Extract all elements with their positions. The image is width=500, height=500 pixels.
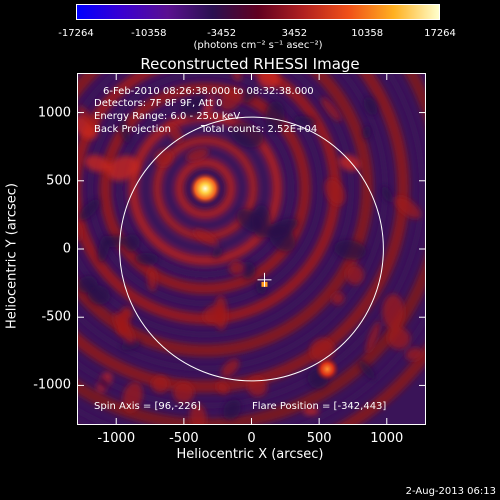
speckle (362, 125, 372, 140)
speckle (228, 260, 244, 276)
speckle (135, 252, 159, 266)
speckle (382, 294, 405, 330)
ring (128, 111, 283, 266)
ring-gap (142, 125, 269, 252)
speckle (211, 246, 223, 259)
speckle (216, 381, 229, 394)
speckle (222, 399, 242, 420)
speckle (167, 122, 183, 144)
speckle (394, 196, 421, 219)
speckle (333, 239, 367, 260)
time-range-label: 6-Feb-2010 08:26:38.000 to 08:32:38.000 (103, 86, 314, 97)
x-tick-label: -1000 (97, 431, 136, 446)
speckle (345, 264, 364, 285)
ring (99, 83, 311, 295)
speckle (230, 122, 264, 148)
colorbar-tick-label: -17264 (58, 28, 94, 39)
y-tick-label: -500 (41, 309, 71, 325)
ring (77, 73, 374, 357)
colorbar-tick-label: 3452 (281, 28, 308, 39)
y-tick-label: 1000 (37, 105, 71, 121)
y-tick-label: 500 (46, 173, 71, 189)
speckle (122, 381, 143, 413)
speckle (193, 229, 219, 246)
speckle (293, 115, 317, 126)
ring (77, 73, 410, 393)
speckle (221, 358, 240, 378)
spin-axis-label: Spin Axis = [96,-226] (94, 401, 201, 412)
speckle (358, 360, 376, 380)
speckle (405, 347, 423, 361)
ring (174, 158, 236, 220)
y-tick-label: -1000 (33, 377, 71, 393)
speckle (204, 96, 215, 114)
speckle (107, 155, 139, 181)
speckle (331, 291, 345, 305)
flare-position-label: Flare Position = [-342,443] (252, 401, 387, 412)
speckle (153, 148, 174, 167)
rhessi-image-plot (77, 73, 426, 425)
speckle (151, 375, 170, 394)
colorbar-tick-label: -10358 (131, 28, 167, 39)
speckle (189, 403, 207, 425)
y-axis-label: Heliocentric Y (arcsec) (4, 183, 20, 329)
x-tick-label: -500 (169, 431, 199, 446)
speckle (172, 381, 195, 404)
speckle (123, 234, 140, 252)
axis-tick-marks (77, 73, 426, 425)
speckle (324, 178, 346, 206)
x-tick-label: 0 (247, 431, 256, 446)
speckle (219, 88, 242, 111)
speckle (240, 261, 256, 280)
speckle (381, 186, 393, 203)
speckle (387, 327, 411, 350)
speckle (320, 97, 342, 122)
detectors-label: Detectors: 7F 8F 9F, Att 0 (94, 98, 223, 109)
speckle (186, 147, 209, 162)
energy-range-label: Energy Range: 6.0 - 25.0 keV (94, 111, 241, 122)
speckle (365, 321, 381, 354)
colorbar (76, 4, 440, 20)
speckle (118, 117, 131, 144)
speckle (147, 267, 157, 292)
speckle (247, 376, 268, 397)
speckle (264, 100, 285, 133)
x-axis-label: Heliocentric X (arcsec) (176, 447, 324, 462)
speckle (180, 99, 203, 119)
speckle (97, 376, 110, 390)
speckle (120, 339, 141, 351)
speckle (78, 199, 100, 221)
solar-limb-circle (119, 116, 384, 382)
speckle (363, 96, 378, 116)
total-counts-label: Total counts: 2.52E+04 (201, 124, 318, 135)
colorbar-tick-label: 17264 (424, 28, 456, 39)
speckle (303, 407, 320, 416)
method-label: Back Projection (94, 124, 171, 135)
speckle (87, 285, 111, 305)
speckle (77, 105, 100, 131)
spin-axis-marker (257, 272, 272, 287)
y-tick-label: 0 (62, 241, 71, 257)
ring-gap (77, 73, 426, 409)
speckle (239, 88, 256, 103)
timestamp: 2-Aug-2013 06:13 (405, 486, 496, 497)
colorbar-tick-label: 10358 (351, 28, 384, 39)
speckle (121, 306, 134, 320)
speckle (232, 73, 242, 82)
secondary-source (315, 357, 340, 382)
speckle (84, 154, 109, 172)
speckle (203, 304, 226, 325)
flare-source (189, 172, 222, 205)
speckle (268, 224, 296, 252)
plot-frame (77, 73, 426, 425)
plot-title: Reconstructed RHESSI Image (140, 55, 360, 73)
speckle (257, 73, 280, 89)
colorbar-tick-label: -3452 (207, 28, 237, 39)
ring-gap (77, 73, 355, 338)
colorbar-unit-label: (photons cm⁻² s⁻¹ asec⁻²) (193, 40, 323, 51)
speckle (236, 208, 264, 233)
x-tick-label: 1000 (370, 431, 404, 446)
x-tick-label: 500 (306, 431, 332, 446)
